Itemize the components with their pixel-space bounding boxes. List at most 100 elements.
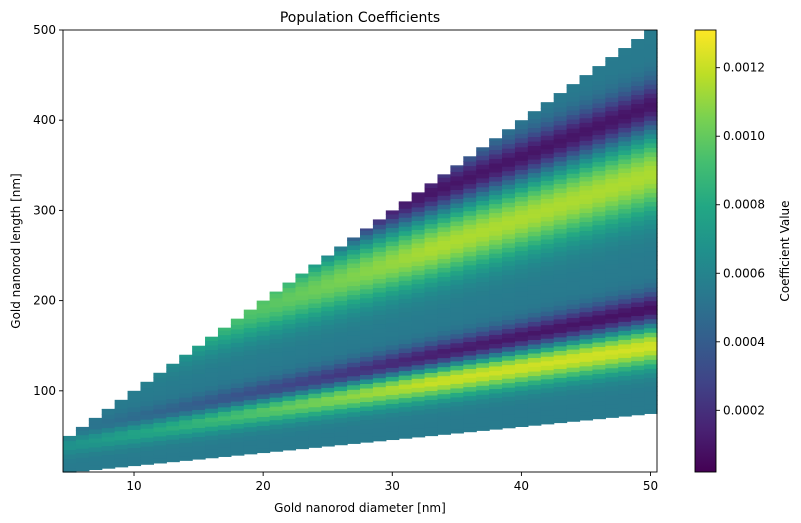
heatmap-cell (463, 327, 477, 333)
heatmap-cell (514, 322, 529, 328)
heatmap-cell (424, 372, 439, 378)
heatmap-cell (282, 404, 297, 410)
heatmap-cell (579, 75, 594, 78)
heatmap-cell (398, 253, 413, 259)
heatmap-cell (347, 425, 361, 431)
heatmap-cell (321, 432, 335, 438)
heatmap-cell (217, 388, 232, 394)
heatmap-cell (437, 334, 451, 341)
heatmap-cell (579, 122, 594, 128)
heatmap-cell (553, 404, 568, 410)
heatmap-cell (321, 337, 335, 343)
heatmap-cell (502, 342, 516, 348)
heatmap-cell (618, 298, 632, 304)
heatmap-cell (540, 419, 555, 425)
heatmap-cell (489, 248, 503, 254)
heatmap-cell (566, 222, 581, 228)
heatmap-cell (644, 133, 658, 139)
heatmap-cell (463, 197, 477, 203)
heatmap-cell (579, 131, 594, 137)
heatmap-cell (540, 184, 555, 190)
heatmap-cell (205, 448, 219, 454)
heatmap-cell (553, 160, 568, 167)
heatmap-cell (282, 377, 297, 383)
heatmap-cell (605, 142, 619, 148)
heatmap-cell (334, 354, 348, 360)
heatmap-cell (269, 433, 284, 439)
heatmap-cell (256, 443, 271, 449)
heatmap-cell (308, 402, 322, 408)
heatmap-cell (605, 250, 619, 256)
heatmap-cell (618, 303, 632, 309)
heatmap-cell (502, 260, 516, 266)
heatmap-cell (360, 266, 374, 272)
x-tick-label: 40 (514, 479, 529, 493)
heatmap-cell (424, 183, 439, 189)
heatmap-cell (566, 96, 581, 102)
heatmap-cell (605, 263, 619, 270)
heatmap-cell (592, 215, 606, 221)
heatmap-cell (463, 318, 477, 324)
heatmap-cell (179, 370, 193, 376)
heatmap-cell (308, 325, 322, 331)
heatmap-cell (385, 313, 400, 319)
heatmap-cell (540, 175, 555, 181)
heatmap-cell (566, 412, 581, 418)
heatmap-cell (592, 206, 606, 212)
heatmap-cell (579, 316, 594, 322)
heatmap-cell (424, 376, 439, 382)
heatmap-cell (411, 238, 426, 244)
heatmap-cell (605, 408, 619, 414)
heatmap-cell (592, 193, 606, 199)
heatmap-cell (308, 329, 322, 336)
heatmap-cell (334, 322, 348, 328)
heatmap-cell (450, 180, 464, 186)
heatmap-cell (101, 413, 116, 420)
heatmap-cell (360, 315, 374, 321)
heatmap-cell (514, 345, 529, 351)
heatmap-cell (205, 421, 219, 427)
heatmap-cell (631, 144, 645, 150)
heatmap-cell (243, 309, 258, 315)
heatmap-cell (437, 425, 451, 431)
heatmap-cell (605, 349, 619, 355)
heatmap-cell (553, 124, 568, 130)
heatmap-cell (411, 233, 426, 239)
heatmap-cell (502, 233, 516, 239)
heatmap-cell (514, 354, 529, 360)
heatmap-cell (411, 373, 426, 379)
heatmap-cell (334, 358, 348, 365)
heatmap-cell (372, 400, 387, 406)
heatmap-cell (605, 124, 619, 130)
heatmap-cell (372, 355, 387, 361)
heatmap-cell (540, 306, 555, 312)
heatmap-cell (424, 394, 439, 401)
heatmap-cell (540, 383, 555, 389)
heatmap-cell (527, 122, 542, 129)
heatmap-cell (360, 428, 374, 434)
heatmap-cell (230, 400, 245, 407)
heatmap-cell (308, 298, 322, 304)
heatmap-cell (566, 367, 581, 373)
heatmap-cell (450, 414, 464, 420)
heatmap-cell (334, 300, 348, 306)
heatmap-cell (205, 358, 219, 364)
heatmap-cell (631, 112, 645, 118)
heatmap-cell (347, 289, 361, 296)
heatmap-cell (411, 242, 426, 248)
heatmap-cell (385, 263, 400, 269)
heatmap-cell (553, 183, 568, 189)
heatmap-cell (644, 214, 658, 221)
heatmap-cell (489, 347, 503, 353)
heatmap-cell (450, 392, 464, 398)
heatmap-cell (411, 391, 426, 397)
heatmap-cell (605, 57, 619, 62)
heatmap-cell (579, 162, 594, 168)
heatmap-cell (618, 357, 632, 363)
heatmap-cell (605, 218, 619, 224)
heatmap-cell (527, 235, 542, 241)
heatmap-cell (114, 448, 129, 454)
heatmap-cell (334, 376, 348, 383)
heatmap-cell (205, 385, 219, 391)
heatmap-cell (644, 372, 658, 378)
